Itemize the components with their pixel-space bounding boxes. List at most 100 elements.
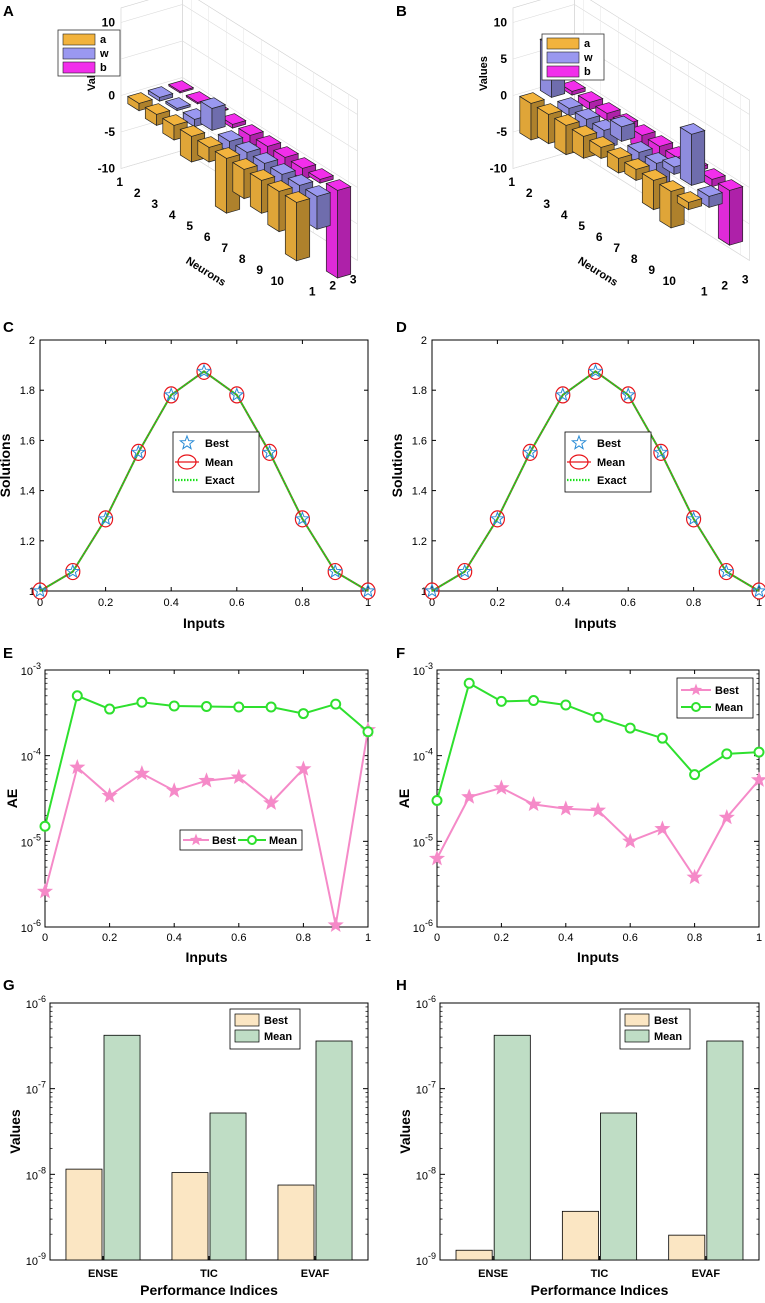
bar-top-face: [255, 135, 282, 147]
best-marker: [653, 444, 669, 459]
best-marker: [620, 386, 636, 402]
bar-b-neuron-2: [577, 91, 604, 111]
y-tick-label: 1.8: [20, 385, 35, 397]
bar-top-face: [676, 191, 703, 203]
bar-side-face: [316, 192, 331, 230]
best-marker: [587, 363, 604, 378]
y-tick-label: 2: [29, 335, 35, 347]
x-axis-label: Performance Indices: [140, 1282, 278, 1298]
bar-b-neuron-1: [167, 80, 195, 94]
z-tick-label: 10: [102, 16, 116, 30]
neuron-tick-label: 4: [169, 208, 176, 222]
bar-b-neuron-9: [307, 168, 335, 184]
neuron-tick-label: 4: [561, 208, 568, 222]
best-marker: [36, 883, 54, 899]
bar-top-face: [214, 147, 241, 159]
bar-front-face: [284, 194, 297, 262]
gridline: [120, 4, 358, 115]
mean-marker: [32, 582, 48, 600]
neuron-tick-label: 9: [648, 263, 655, 277]
x-tick-label: 0.4: [167, 932, 182, 944]
neuron-tick-label: 2: [526, 186, 533, 200]
legend-label-a: a: [584, 38, 591, 50]
param-tick-label: 2: [721, 279, 728, 293]
bar-mean-tic: [600, 1112, 638, 1261]
legend: Best Mean: [676, 677, 754, 719]
gridline: [120, 77, 358, 188]
legend-mean-marker: [247, 835, 257, 845]
y-tick-label: 1: [421, 586, 427, 598]
legend-swatch-mean: [234, 1029, 260, 1043]
z-tick-label: -5: [496, 125, 507, 139]
legend: Best Mean: [229, 1008, 301, 1050]
y-tick-label: 10-5: [413, 832, 433, 849]
best-marker: [263, 794, 280, 810]
bar-b-neuron-10: [717, 179, 744, 246]
bar-mean-evaf: [315, 1040, 353, 1261]
mean-marker: [196, 362, 212, 380]
mean-marker: [424, 582, 440, 600]
bar-top-face: [164, 97, 192, 109]
param-tick-label: 1: [701, 285, 708, 299]
best-marker: [101, 787, 118, 803]
best-marker: [198, 772, 215, 788]
z-tick-label: 5: [500, 52, 507, 66]
bar-w-neuron-10: [696, 185, 724, 209]
bar-top-face: [167, 80, 195, 92]
gridline: [120, 40, 358, 152]
best-marker: [555, 386, 571, 402]
legend-best-marker: [689, 683, 703, 696]
best-marker: [686, 510, 702, 526]
neurons-axis-label: Neurons: [575, 255, 619, 289]
legend-label-exact: Exact: [597, 475, 627, 487]
bar-side-face: [296, 198, 311, 262]
bar-a-neuron-3: [161, 114, 189, 141]
x-tick-label: 0.8: [687, 932, 702, 944]
neuron-tick-label: 10: [663, 274, 677, 288]
bar-top-face: [626, 141, 654, 153]
bar-w-neuron-2: [556, 97, 584, 117]
x-tick-label: 1: [365, 597, 371, 609]
bar-top-face: [647, 135, 674, 147]
bar-top-face: [658, 180, 686, 192]
bar-best-evaf: [668, 1234, 706, 1261]
legend-swatch-b: [62, 61, 96, 74]
best-marker: [686, 868, 703, 885]
x-axis-label: Inputs: [186, 949, 228, 965]
legend-label-best: Best: [597, 438, 621, 450]
x-tick-label: 0: [42, 932, 48, 944]
bar-top-face: [234, 141, 262, 153]
y-tick-label: 1.4: [20, 486, 35, 498]
best-marker: [130, 444, 146, 459]
bar-top-face: [641, 169, 668, 181]
y-tick-label: 10-6: [413, 918, 433, 935]
mean-marker: [362, 726, 374, 738]
neuron-tick-label: 6: [204, 230, 211, 244]
y-tick-label: 10-9: [416, 1251, 436, 1268]
y-tick-label: 1.2: [20, 536, 35, 548]
mean-marker: [555, 386, 571, 404]
legend-swatch-best: [234, 1013, 260, 1027]
mean-marker: [653, 443, 669, 461]
x-tick-label: 0.6: [623, 932, 638, 944]
neuron-tick-label: 10: [271, 274, 285, 288]
legend-swatch-w: [62, 47, 96, 60]
bar-a-neuron-1: [126, 92, 154, 112]
legend-label-best: Best: [264, 1015, 288, 1027]
bar-mean-ense: [103, 1034, 141, 1261]
y-tick-label: 10-8: [416, 1165, 436, 1182]
legend-mean-marker: [691, 702, 701, 712]
bar-a-neuron-10: [676, 191, 703, 211]
z-tick-label: 0: [108, 89, 115, 103]
legend: Best Mean Exact: [172, 431, 260, 493]
panel-label-d: D: [396, 319, 407, 336]
bar-w-neuron-1: [147, 86, 174, 102]
legend-box: [676, 677, 754, 719]
bar-mean-tic: [209, 1112, 247, 1261]
best-marker: [69, 758, 86, 775]
mean-marker: [587, 362, 604, 380]
neuron-tick-label: 2: [134, 186, 141, 200]
bar-top-face: [290, 157, 317, 169]
mean-marker: [489, 510, 505, 528]
plot-area: [49, 1002, 369, 1261]
